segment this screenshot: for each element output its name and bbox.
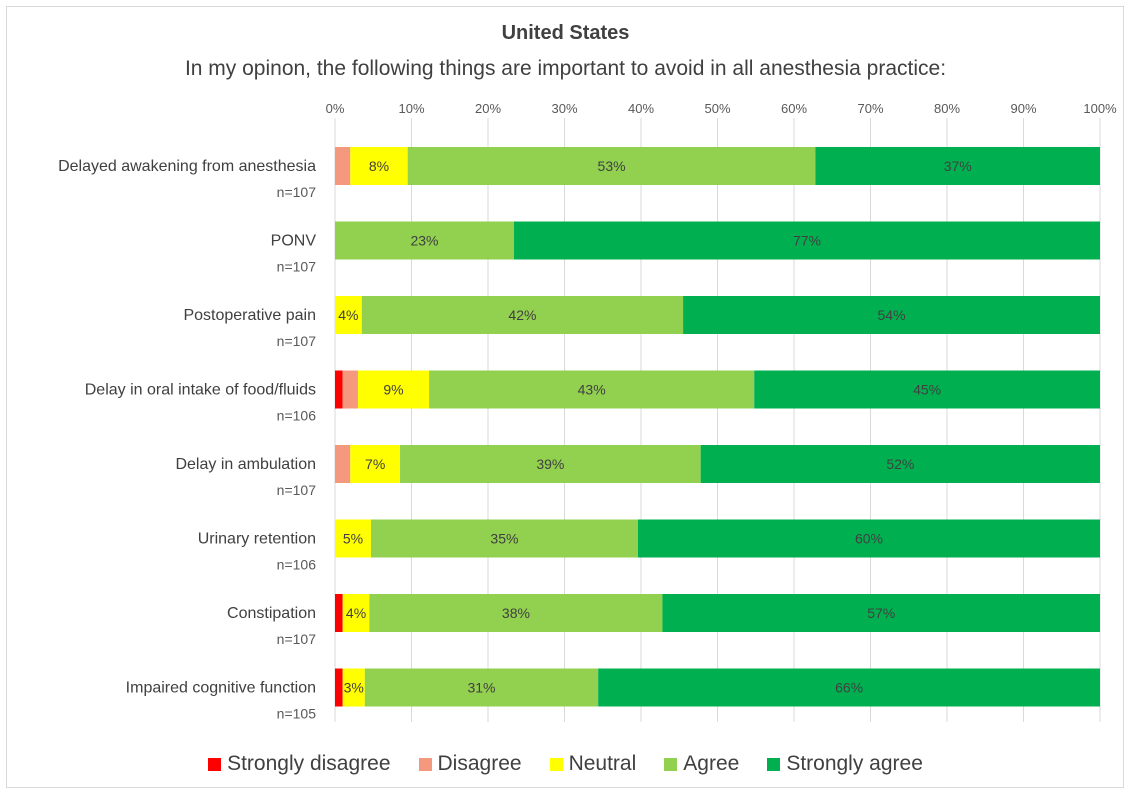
bar-segment [335, 221, 515, 260]
data-label: 8% [369, 158, 389, 174]
bar-segment [400, 445, 701, 483]
legend-item: Neutral [549, 752, 637, 776]
data-label: 42% [508, 307, 536, 323]
legend-label: Strongly disagree [227, 752, 391, 775]
data-label: 66% [835, 680, 863, 696]
legend-swatch [418, 757, 432, 771]
category-label: Constipation [227, 605, 316, 622]
x-tick-label: 50% [704, 101, 730, 116]
x-tick-label: 60% [781, 101, 807, 116]
chart-title: United States [501, 22, 630, 44]
x-tick-label: 70% [857, 101, 883, 116]
data-label: 23% [410, 233, 438, 249]
category-label: Delay in ambulation [175, 456, 316, 473]
bar-segment [364, 668, 599, 707]
legend-label: Strongly agree [786, 752, 923, 775]
bar-segment [350, 147, 408, 185]
category-n-label: n=107 [277, 259, 317, 275]
legend-label: Neutral [568, 752, 637, 775]
x-tick-label: 20% [475, 101, 501, 116]
x-tick-label: 10% [398, 101, 424, 116]
category-n-label: n=107 [277, 333, 317, 349]
bar-segment [815, 147, 1100, 185]
chart-subtitle: In my opinon, the following things are i… [184, 57, 947, 80]
data-label: 43% [578, 382, 606, 398]
data-label: 38% [502, 605, 530, 621]
category-label: Urinary retention [198, 531, 316, 548]
data-label: 54% [878, 307, 906, 323]
data-label: 5% [343, 531, 363, 547]
data-label: 57% [867, 605, 895, 621]
category-n-label: n=106 [277, 408, 317, 424]
data-label: 45% [913, 382, 941, 398]
data-label: 31% [467, 680, 495, 696]
bar-segment [342, 594, 370, 632]
bar-segment [369, 594, 663, 632]
bar-segment [662, 594, 1100, 632]
bar-segment [429, 370, 755, 409]
x-tick-label: 30% [551, 101, 577, 116]
category-n-label: n=107 [277, 631, 317, 647]
bar-segment [335, 594, 343, 632]
data-label: 60% [855, 531, 883, 547]
bar-segment [407, 147, 816, 185]
category-n-label: n=105 [277, 706, 317, 722]
chart-legend: Strongly disagree Disagree Neutral Agree Str… [0, 752, 1131, 776]
x-tick-label: 100% [1083, 101, 1117, 116]
category-n-label: n=107 [277, 184, 317, 200]
legend-swatch [549, 757, 563, 771]
legend-label: Disagree [437, 752, 522, 775]
legend-label: Agree [683, 752, 740, 775]
bar-segment [514, 221, 1100, 260]
data-label: 37% [944, 158, 972, 174]
category-label: Impaired cognitive function [126, 680, 316, 697]
legend-item: Agree [664, 752, 739, 776]
data-label: 4% [346, 605, 366, 621]
bar-segment [335, 668, 343, 707]
category-label: Postoperative pain [183, 307, 316, 324]
bar-segment [342, 668, 365, 707]
x-tick-label: 80% [934, 101, 960, 116]
bar-segment [350, 445, 401, 483]
bar-segment [637, 519, 1100, 558]
bar-segment [342, 370, 358, 409]
category-n-label: n=106 [277, 557, 317, 573]
bar-segment [361, 296, 684, 334]
bar-segment [598, 668, 1100, 707]
stacked-bar-chart: 0% 10% 20% 30% 40% 50% 60% 70% 80% 90% 100% 8% 53% 37… [58, 101, 1117, 722]
bar-segment [754, 370, 1100, 409]
bar-segment [700, 445, 1100, 483]
bar-segment [370, 519, 638, 558]
data-label: 52% [886, 456, 914, 472]
category-label: PONV [271, 233, 317, 250]
bar-segment [335, 370, 343, 409]
bar-segment [335, 445, 351, 483]
category-n-label: n=107 [277, 482, 317, 498]
legend-item: Disagree [418, 752, 522, 776]
bar-segment [335, 147, 351, 185]
x-tick-label: 90% [1010, 101, 1036, 116]
data-label: 35% [490, 531, 518, 547]
x-tick-label: 40% [628, 101, 654, 116]
category-label: Delayed awakening from anesthesia [58, 158, 316, 175]
data-label: 3% [344, 680, 364, 696]
legend-item: Strongly disagree [208, 752, 391, 776]
data-label: 4% [338, 307, 358, 323]
legend-swatch [208, 757, 222, 771]
legend-swatch [664, 757, 678, 771]
bar-segment [357, 370, 430, 409]
bar-segment [683, 296, 1100, 334]
category-label: Delay in oral intake of food/fluids [85, 382, 316, 399]
data-label: 77% [793, 233, 821, 249]
x-tick-label: 0% [326, 101, 345, 116]
legend-swatch [767, 757, 781, 771]
data-label: 7% [365, 456, 385, 472]
legend-item: Strongly agree [767, 752, 923, 776]
bar-segment [335, 519, 371, 558]
bar-segment [335, 296, 362, 334]
data-label: 39% [536, 456, 564, 472]
data-label: 53% [598, 158, 626, 174]
data-label: 9% [383, 382, 403, 398]
